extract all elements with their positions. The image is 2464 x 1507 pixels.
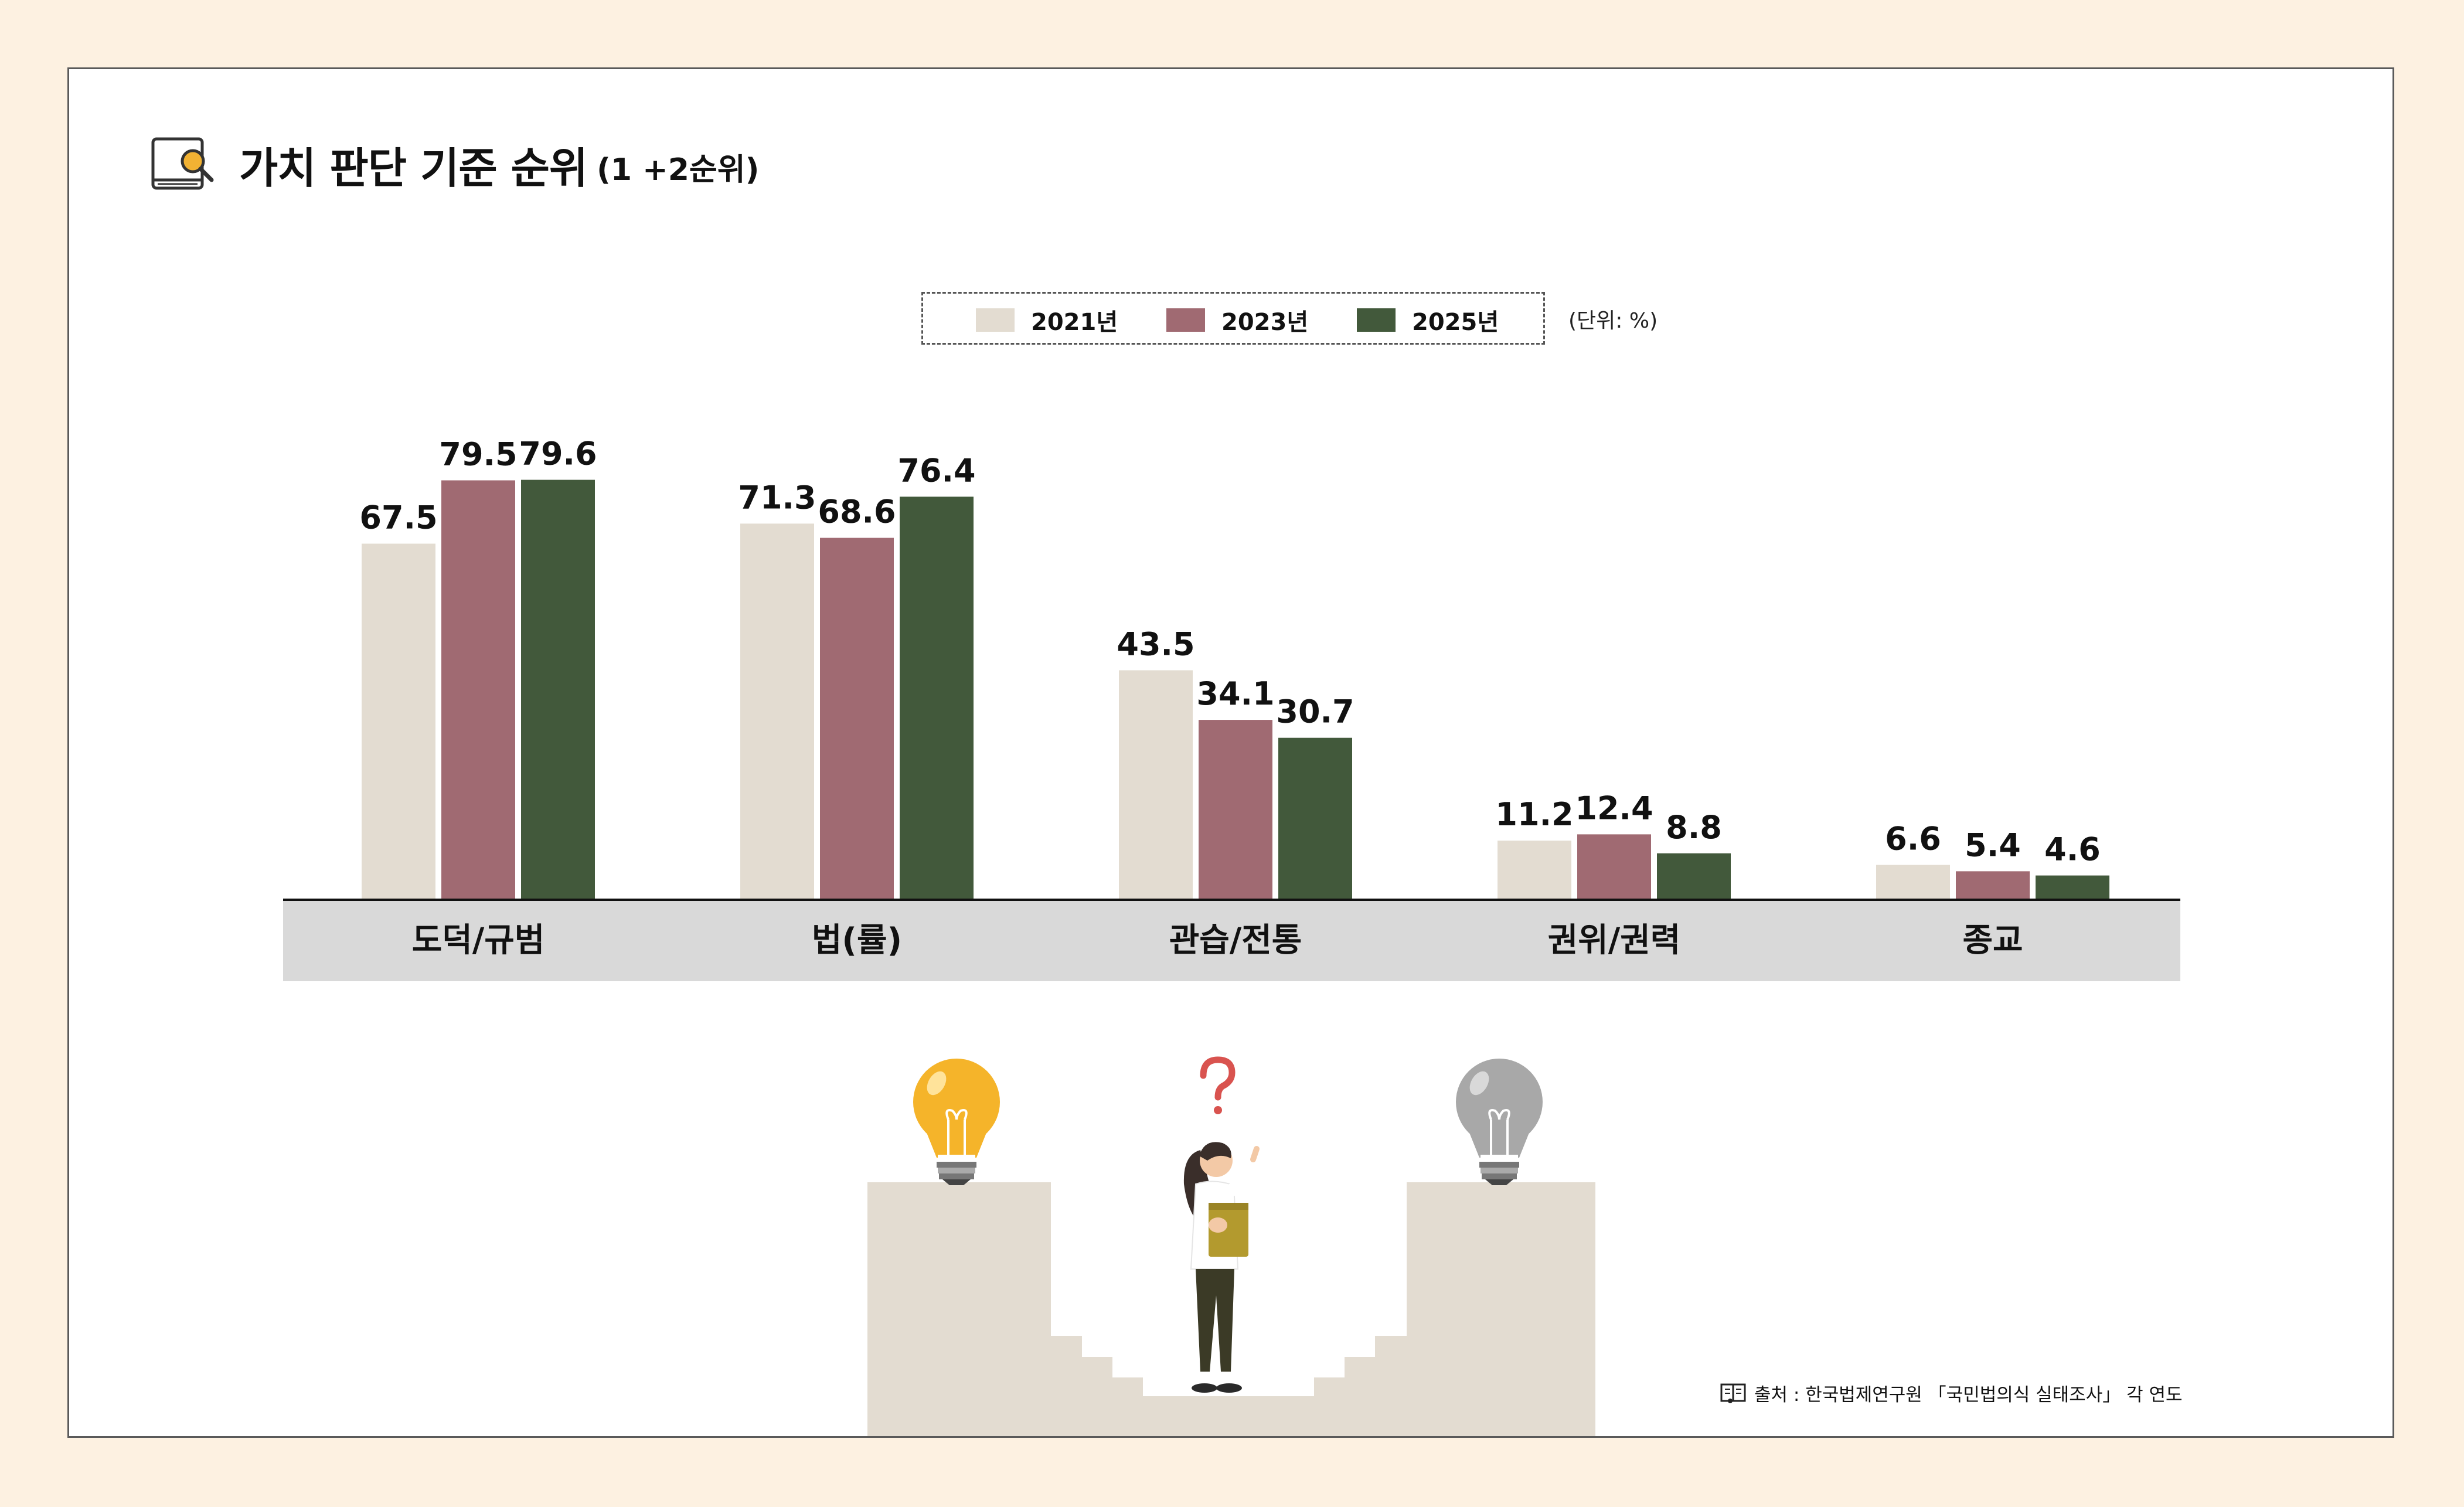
- legend-label-2025: 2025년: [1412, 309, 1499, 336]
- legend-item-2021: 2021년: [976, 307, 1118, 336]
- category-label-4: 권위/권력: [1548, 921, 1681, 960]
- bar-5-1: [1876, 865, 1950, 900]
- bar-1-2: [441, 480, 515, 900]
- bar-4-1: [1498, 841, 1571, 900]
- illustration: [867, 1056, 1595, 1436]
- chart-title: 가치 판단 기준 순위: [239, 144, 588, 193]
- legend-label-2023: 2023년: [1221, 309, 1309, 336]
- legend: 2021년 2023년 2025년: [921, 292, 1545, 345]
- staircase: [867, 1182, 1595, 1436]
- bar-4-3: [1657, 853, 1731, 900]
- value-label-3-1: 43.5: [1117, 626, 1194, 663]
- bar-3-3: [1278, 737, 1352, 900]
- woman-holding-book-icon: [1183, 1142, 1267, 1393]
- bar-1-1: [362, 543, 435, 900]
- bar-3-1: [1119, 670, 1193, 900]
- value-label-2-2: 68.6: [818, 494, 896, 530]
- bar-4-2: [1577, 834, 1651, 900]
- category-band: [283, 900, 2180, 981]
- category-label-1: 도덕/규범: [412, 921, 545, 960]
- legend-swatch-2021: [976, 308, 1015, 332]
- title-row: 가치 판단 기준 순위 (1 +2순위): [149, 134, 759, 195]
- legend-label-2021: 2021년: [1031, 309, 1118, 336]
- category-label-3: 관습/전통: [1169, 921, 1302, 960]
- source-text: 출처 : 한국법제연구원 「국민법의식 실태조사」 각 연도: [1754, 1384, 2183, 1406]
- value-label-2-1: 71.3: [738, 479, 816, 516]
- unit-label: (단위: %): [1568, 309, 1658, 333]
- value-label-3-2: 34.1: [1196, 675, 1274, 712]
- category-label-5: 종교: [1962, 921, 2023, 960]
- legend-swatch-2025: [1357, 308, 1396, 332]
- value-label-1-1: 67.5: [359, 499, 437, 536]
- value-label-1-2: 79.5: [439, 436, 517, 473]
- value-label-1-3: 79.6: [519, 436, 597, 472]
- chart-subtitle: (1 +2순위): [597, 152, 760, 188]
- bar-1-3: [521, 479, 595, 900]
- value-label-4-1: 11.2: [1495, 796, 1573, 833]
- category-label-2: 법(률): [812, 921, 902, 960]
- bar-3-2: [1199, 720, 1272, 900]
- value-label-4-2: 12.4: [1575, 790, 1653, 826]
- legend-item-2023: 2023년: [1166, 307, 1308, 336]
- value-label-4-3: 8.8: [1666, 809, 1722, 846]
- question-mark-icon: [1200, 1056, 1236, 1114]
- bar-2-3: [900, 496, 974, 900]
- book-icon: [1720, 1383, 1746, 1403]
- bar-2-2: [820, 538, 894, 900]
- value-label-2-3: 76.4: [897, 452, 975, 489]
- unlit-lightbulb-icon: [1456, 1059, 1543, 1185]
- value-label-5-3: 4.6: [2044, 831, 2101, 868]
- bar-5-2: [1956, 871, 2030, 900]
- source-note: 출처 : 한국법제연구원 「국민법의식 실태조사」 각 연도: [1720, 1380, 2183, 1406]
- lit-lightbulb-icon: [913, 1059, 1000, 1185]
- bar-5-3: [2036, 875, 2109, 900]
- bar-2-1: [740, 523, 814, 900]
- value-label-5-1: 6.6: [1885, 821, 1941, 858]
- legend-item-2025: 2025년: [1357, 307, 1499, 336]
- legend-swatch-2023: [1166, 308, 1205, 332]
- book-search-icon: [151, 137, 214, 189]
- value-label-3-3: 30.7: [1276, 693, 1354, 730]
- value-label-5-2: 5.4: [1965, 826, 2021, 863]
